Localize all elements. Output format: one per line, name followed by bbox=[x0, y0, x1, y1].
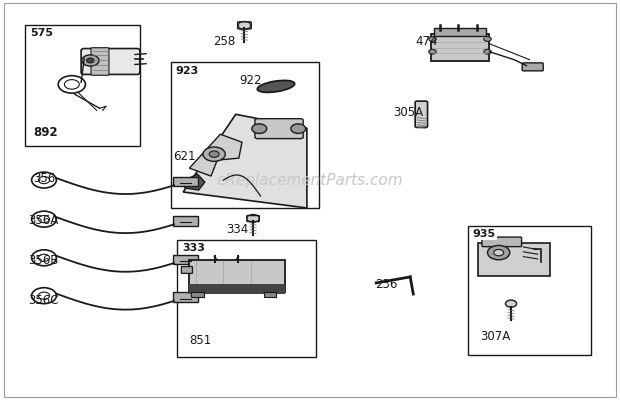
FancyBboxPatch shape bbox=[434, 28, 486, 36]
FancyBboxPatch shape bbox=[81, 48, 140, 74]
Text: 356C: 356C bbox=[29, 294, 59, 307]
Text: 307A: 307A bbox=[480, 330, 510, 342]
Text: 356: 356 bbox=[33, 172, 55, 185]
Bar bbox=[177, 240, 316, 358]
FancyBboxPatch shape bbox=[173, 292, 198, 302]
FancyBboxPatch shape bbox=[91, 48, 109, 75]
Circle shape bbox=[252, 124, 267, 134]
FancyBboxPatch shape bbox=[191, 292, 203, 297]
FancyBboxPatch shape bbox=[173, 216, 198, 226]
FancyBboxPatch shape bbox=[181, 266, 192, 273]
Text: 892: 892 bbox=[33, 126, 58, 139]
Text: 236: 236 bbox=[375, 278, 397, 291]
FancyBboxPatch shape bbox=[237, 22, 251, 29]
Text: 356B: 356B bbox=[29, 254, 59, 267]
Text: 258: 258 bbox=[213, 34, 235, 48]
Circle shape bbox=[203, 147, 225, 161]
FancyBboxPatch shape bbox=[431, 34, 489, 61]
Bar bbox=[467, 226, 591, 356]
FancyBboxPatch shape bbox=[189, 284, 285, 294]
Text: eReplacementParts.com: eReplacementParts.com bbox=[216, 172, 404, 188]
Text: 935: 935 bbox=[472, 229, 496, 239]
Circle shape bbox=[429, 49, 436, 54]
Bar bbox=[171, 62, 319, 208]
Circle shape bbox=[291, 124, 306, 134]
Circle shape bbox=[87, 58, 94, 63]
Circle shape bbox=[487, 246, 510, 260]
FancyBboxPatch shape bbox=[522, 63, 543, 71]
Ellipse shape bbox=[257, 80, 294, 92]
Text: 922: 922 bbox=[239, 74, 262, 88]
Polygon shape bbox=[183, 114, 307, 208]
Text: 305A: 305A bbox=[394, 106, 423, 119]
Text: 575: 575 bbox=[30, 28, 53, 38]
Text: 334: 334 bbox=[226, 223, 249, 236]
Text: 923: 923 bbox=[175, 66, 199, 76]
FancyBboxPatch shape bbox=[189, 260, 285, 292]
FancyBboxPatch shape bbox=[173, 177, 198, 186]
FancyBboxPatch shape bbox=[415, 101, 428, 128]
Text: 474: 474 bbox=[415, 34, 438, 48]
Circle shape bbox=[209, 151, 219, 157]
Circle shape bbox=[82, 55, 99, 66]
FancyBboxPatch shape bbox=[482, 237, 521, 247]
Text: 356A: 356A bbox=[29, 214, 59, 227]
FancyBboxPatch shape bbox=[255, 119, 303, 139]
Circle shape bbox=[494, 250, 503, 256]
Bar bbox=[25, 25, 140, 146]
Circle shape bbox=[484, 49, 491, 54]
Text: 621: 621 bbox=[172, 150, 195, 163]
FancyBboxPatch shape bbox=[264, 292, 276, 297]
Polygon shape bbox=[181, 174, 205, 190]
FancyBboxPatch shape bbox=[478, 243, 550, 276]
Circle shape bbox=[429, 36, 436, 41]
Text: 333: 333 bbox=[182, 243, 205, 253]
Polygon shape bbox=[189, 134, 242, 176]
Circle shape bbox=[484, 36, 491, 41]
FancyBboxPatch shape bbox=[173, 255, 198, 264]
FancyBboxPatch shape bbox=[247, 216, 259, 222]
Text: 851: 851 bbox=[189, 334, 211, 346]
Circle shape bbox=[505, 300, 516, 307]
